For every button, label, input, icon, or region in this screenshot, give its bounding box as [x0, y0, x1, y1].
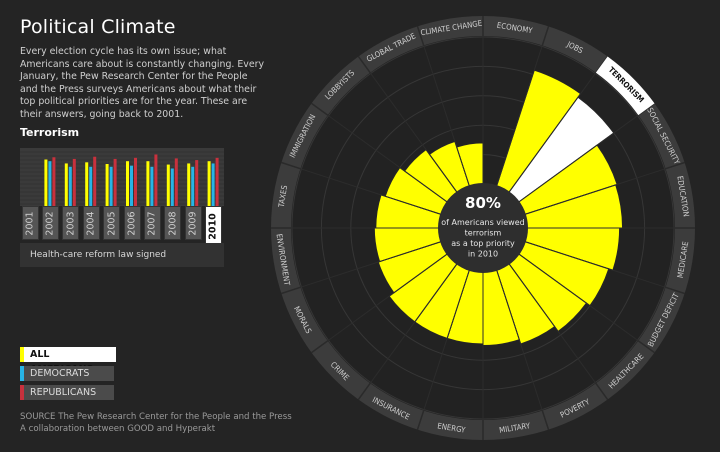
source-credit: SOURCE The Pew Research Center for the P…	[20, 411, 292, 435]
year-tab-2005[interactable]: 2005	[103, 206, 121, 240]
trend-bar-2006-1	[130, 165, 133, 206]
legend-label-rep: REPUBLICANS	[30, 387, 97, 398]
ring-divider	[637, 340, 655, 354]
year-tab-2009[interactable]: 2009	[184, 206, 202, 240]
radial-separator	[524, 168, 666, 215]
radial-separator	[518, 114, 639, 203]
ring-divider	[595, 382, 609, 400]
year-tab-2007[interactable]: 2007	[143, 206, 161, 240]
trend-bar-2002-0	[44, 159, 48, 206]
category-label-energy[interactable]: ENERGY	[437, 421, 467, 434]
trend-bar-2007-2	[154, 154, 158, 206]
trend-bar-2010-0	[207, 161, 211, 206]
center-text-line: as a top priority	[451, 239, 515, 248]
trend-bar-2004-2	[93, 156, 97, 206]
legend-swatch-dem	[20, 366, 24, 381]
year-tab-2003[interactable]: 2003	[62, 206, 80, 240]
selected-issue-title: Terrorism	[20, 126, 80, 139]
center-text-line: in 2010	[468, 250, 498, 259]
ring-divider	[416, 410, 425, 430]
radial-separator	[369, 263, 458, 384]
trend-bar-2002-2	[52, 157, 56, 206]
trend-bar-2003-2	[72, 158, 76, 206]
radial-separator	[508, 263, 597, 384]
legend-swatch-rep	[20, 385, 24, 400]
year-tab-2004[interactable]: 2004	[82, 206, 100, 240]
ring-divider	[541, 410, 550, 430]
trend-bar-2005-2	[113, 158, 117, 206]
ring-divider	[281, 286, 301, 295]
ring-divider	[357, 382, 371, 400]
trend-bar-2003-0	[64, 163, 68, 206]
year-tab-2002[interactable]: 2002	[41, 206, 59, 240]
trend-bar-2010-1	[211, 163, 215, 206]
trend-bar-2007-1	[150, 166, 154, 206]
trend-bar-2007-0	[146, 161, 150, 206]
category-label-taxes[interactable]: TAXES	[277, 184, 290, 209]
year-selector[interactable]: 2001 2002 2003 2004 2005 2006 2007 2008 2009 2010	[20, 206, 224, 246]
ring-divider	[281, 161, 301, 170]
radial-separator	[524, 241, 666, 288]
trend-bar-2006-2	[134, 157, 137, 206]
radial-separator	[327, 114, 448, 203]
trend-bar-2009-0	[187, 163, 191, 206]
legend-democrats[interactable]: DEMOCRATS	[20, 366, 114, 381]
radial-separator	[508, 72, 597, 193]
ring-divider	[311, 102, 329, 116]
legend-republicans[interactable]: REPUBLICANS	[20, 385, 114, 400]
radial-separator	[518, 253, 639, 342]
radial-separator	[423, 269, 470, 411]
trend-bar-2009-1	[191, 166, 195, 206]
trend-bar-2009-2	[195, 160, 199, 206]
source-line: SOURCE The Pew Research Center for the P…	[20, 412, 292, 422]
issue-trend-bar-chart	[20, 148, 224, 206]
center-disc	[438, 183, 528, 273]
trend-bar-2004-1	[89, 166, 93, 206]
trend-bar-2010-2	[215, 157, 219, 206]
radial-separator	[300, 168, 442, 215]
trend-bar-2008-1	[170, 168, 174, 206]
trend-bar-2004-0	[85, 162, 89, 206]
legend-label-dem: DEMOCRATS	[30, 368, 90, 379]
selected-category-highlight	[595, 56, 655, 116]
center-text-line: of Americans viewed	[441, 218, 524, 227]
center-text-line: terrorism	[465, 229, 502, 238]
legend-swatch-all	[20, 347, 24, 362]
radial-separator	[369, 72, 458, 193]
year-tab-2001[interactable]: 2001	[21, 206, 39, 240]
year-tab-2006[interactable]: 2006	[123, 206, 141, 240]
trend-bar-2006-0	[126, 161, 129, 206]
radial-separator	[496, 45, 543, 187]
radial-separator	[423, 45, 470, 187]
credit-line: A collaboration between GOOD and Hyperak…	[20, 424, 216, 434]
ring-divider	[665, 286, 685, 295]
center-value: 80%	[465, 194, 501, 212]
ring-divider	[311, 340, 329, 354]
radial-separator	[327, 253, 448, 342]
trend-bar-2005-0	[105, 164, 109, 206]
radial-separator	[496, 269, 543, 411]
trend-bar-2003-1	[68, 166, 72, 206]
ring-divider	[416, 26, 425, 46]
trend-bar-2002-1	[48, 161, 52, 206]
ring-divider	[541, 26, 550, 46]
trend-bar-2005-1	[109, 166, 113, 206]
ring-divider	[357, 56, 371, 74]
ring-divider	[665, 161, 685, 170]
intro-text: Every election cycle has its own issue; …	[20, 46, 264, 120]
trend-bar-2008-2	[174, 158, 178, 206]
trend-bar-2008-0	[166, 164, 170, 206]
page-title: Political Climate	[20, 16, 176, 38]
year-event-note: Health-care reform law signed	[20, 243, 224, 267]
radial-separator	[300, 241, 442, 288]
year-tab-2008[interactable]: 2008	[164, 206, 182, 240]
